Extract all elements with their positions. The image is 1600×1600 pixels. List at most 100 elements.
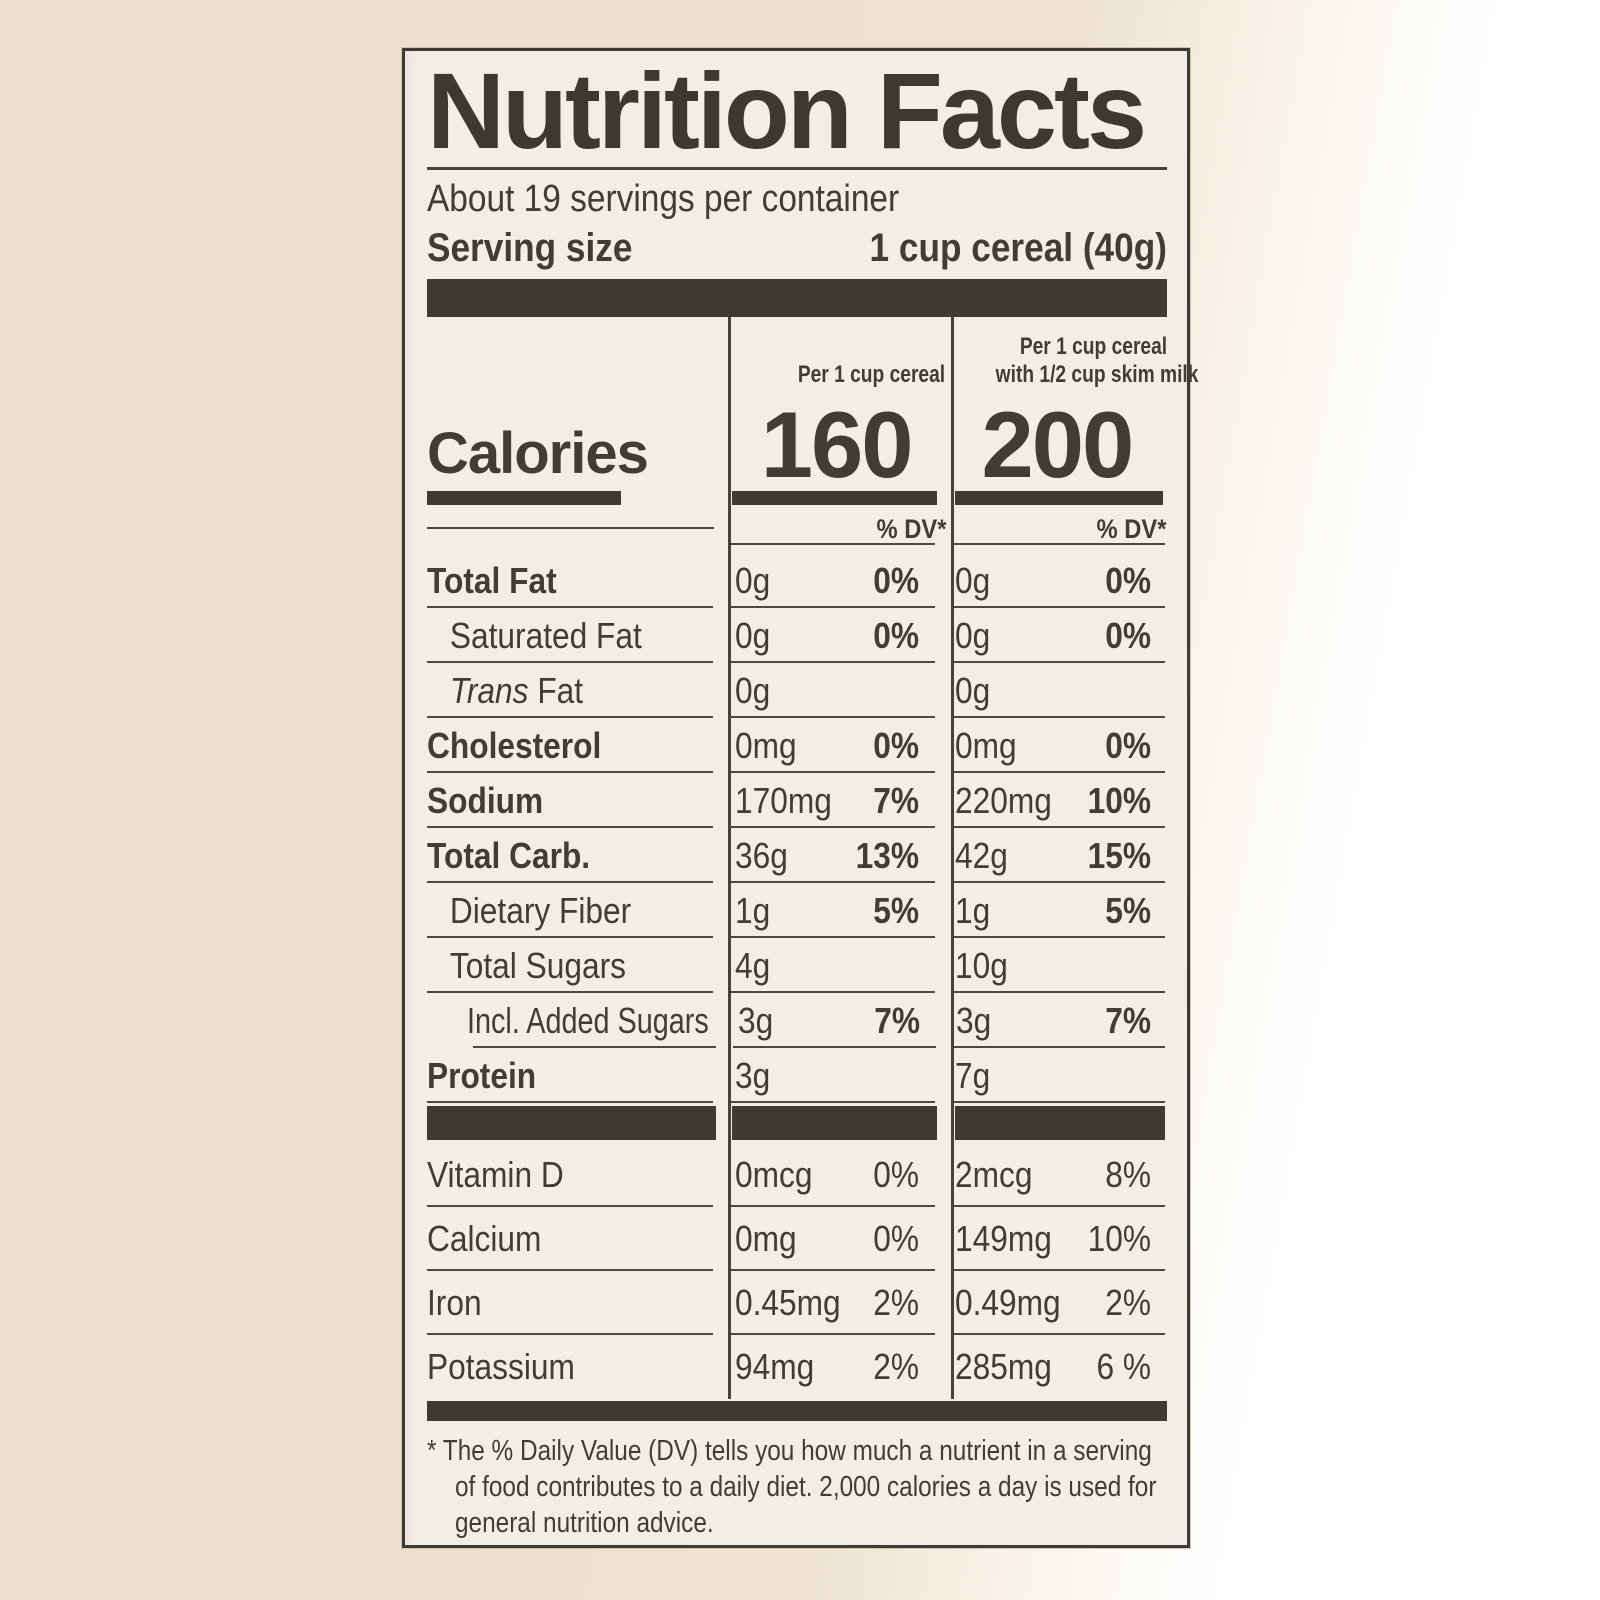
separator-bar-cell — [427, 1106, 726, 1140]
daily-value-percent: 5% — [872, 889, 919, 931]
nutrient-row: Sodium 170mg 7% 220mg 10% — [427, 773, 1167, 828]
amount: 0.45mg — [735, 1282, 842, 1323]
footnote-line: general nutrition advice. — [427, 1505, 1167, 1541]
amount: 0g — [954, 669, 990, 711]
nutrient-value-cell: 7g — [947, 1048, 1167, 1103]
separator-bar — [427, 1106, 716, 1140]
amount: 0mg — [735, 724, 797, 766]
daily-value-percent: 0% — [872, 1154, 919, 1195]
calories-row: Calories 160 200 — [427, 393, 1167, 505]
nutrient-row: Saturated Fat 0g 0% 0g 0% — [427, 608, 1167, 663]
nutrient-value-cell: 0g 0% — [947, 608, 1167, 663]
nutrient-name-cell: Iron — [427, 1271, 725, 1335]
label-title: Nutrition Facts — [427, 50, 1147, 171]
daily-value-percent: 8% — [1105, 1154, 1151, 1195]
daily-value-percent: 6 % — [1096, 1346, 1151, 1387]
calories-value-cereal: 160 — [760, 392, 914, 497]
nutrient-row: Iron 0.45mg 2% 0.49mg 2% — [427, 1271, 1167, 1335]
amount: 1g — [954, 889, 990, 931]
nutrient-row: Total Carb. 36g 13% 42g 15% — [427, 828, 1167, 883]
nutrient-value-cell: 0mcg 0% — [725, 1143, 946, 1207]
daily-value-percent: 0% — [872, 724, 919, 766]
column-header-cereal-text: Per 1 cup cereal — [797, 361, 945, 388]
nutrient-value-cell: 220mg 10% — [947, 773, 1167, 828]
nutrient-name-cell: Total Sugars — [427, 938, 725, 993]
footnote-text: general nutrition advice. — [455, 1507, 714, 1539]
vitamin-rows: Vitamin D 0mcg 0% 2mcg 8% Calcium 0mg 0% 149mg 10… — [427, 1143, 1167, 1399]
amount: 0g — [954, 614, 990, 656]
dv-header-cereal-cell: % DV* — [726, 514, 947, 545]
nutrient-value-cell: 3g 7% — [948, 993, 1167, 1048]
amount: 0g — [954, 559, 990, 601]
calories-underline-bar — [427, 491, 621, 505]
amount: 0g — [735, 669, 771, 711]
nutrient-row: Total Fat 0g 0% 0g 0% — [427, 553, 1167, 608]
footnote-text: * The % Daily Value (DV) tells you how m… — [427, 1435, 1152, 1467]
calories-milk-cell: 200 — [947, 398, 1167, 505]
nutrient-name: Vitamin D — [427, 1154, 564, 1195]
amount: 94mg — [735, 1346, 815, 1387]
nutrient-row: Total Sugars 4g 10g — [427, 938, 1167, 993]
calories-underline-bar — [954, 491, 1163, 505]
nutrient-value-cell: 0g — [947, 663, 1167, 718]
dv-header-cereal: % DV* — [876, 513, 947, 544]
nutrient-value-cell: 10g — [947, 938, 1167, 993]
footnote: * The % Daily Value (DV) tells you how m… — [427, 1421, 1167, 1541]
column-header-cereal: Per 1 cup cereal — [725, 361, 945, 393]
daily-value-percent: 5% — [1105, 889, 1151, 931]
nutrient-value-cell: 0mg 0% — [947, 718, 1167, 773]
nutrient-name-cell: Protein — [427, 1048, 725, 1103]
daily-value-percent: 0% — [1105, 614, 1151, 656]
separator-bar — [954, 1106, 1165, 1140]
daily-value-percent: 7% — [872, 779, 919, 821]
nutrient-value-cell: 42g 15% — [947, 828, 1167, 883]
nutrient-row: Calcium 0mg 0% 149mg 10% — [427, 1207, 1167, 1271]
daily-value-percent: 0% — [872, 614, 919, 656]
column-header-milk-line2: with 1/2 cup skim milk — [995, 361, 1199, 388]
columns-area: Per 1 cup cereal Per 1 cup cereal with 1… — [427, 317, 1199, 1399]
amount: 42g — [954, 834, 1008, 876]
nutrient-name: Saturated Fat — [449, 614, 642, 656]
serving-size-row: Serving size 1 cup cereal (40g) — [427, 222, 1167, 274]
column-headers-row: Per 1 cup cereal Per 1 cup cereal with 1… — [427, 317, 1199, 393]
calories-cereal-cell: 160 — [726, 392, 947, 505]
amount: 0.49mg — [954, 1282, 1061, 1323]
daily-value-percent: 7% — [1105, 999, 1151, 1041]
servings-text: About 19 servings per container — [427, 178, 900, 220]
nutrient-row: Potassium 94mg 2% 285mg 6 % — [427, 1335, 1167, 1399]
amount: 2mcg — [954, 1154, 1033, 1195]
daily-value-percent: 2% — [872, 1282, 919, 1323]
calories-label: Calories — [427, 421, 649, 486]
amount: 149mg — [954, 1218, 1052, 1259]
amount: 170mg — [735, 779, 833, 821]
nutrient-name: Dietary Fiber — [449, 889, 632, 931]
nutrient-row: Vitamin D 0mcg 0% 2mcg 8% — [427, 1143, 1167, 1207]
nutrient-name: Iron — [427, 1282, 482, 1323]
daily-value-percent: 13% — [855, 834, 919, 876]
daily-value-percent: 0% — [1105, 559, 1151, 601]
nutrient-name: Total Sugars — [449, 944, 626, 986]
nutrient-name-cell: Sodium — [427, 773, 725, 828]
nutrient-name-cell: Total Carb. — [427, 828, 725, 883]
nutrient-value-cell: 1g 5% — [725, 883, 946, 938]
nutrient-name: Total Carb. — [427, 834, 591, 876]
nutrient-row: Cholesterol 0mg 0% 0mg 0% — [427, 718, 1167, 773]
nutrient-value-cell: 0g 0% — [725, 608, 946, 663]
daily-value-percent: 7% — [874, 999, 921, 1041]
amount: 0mg — [954, 724, 1017, 766]
nutrient-value-cell: 149mg 10% — [947, 1207, 1167, 1271]
amount: 3g — [956, 999, 992, 1041]
footnote-text: of food contributes to a daily diet. 2,0… — [455, 1471, 1157, 1503]
daily-value-percent: 2% — [1105, 1282, 1151, 1323]
column-divider-line — [728, 317, 731, 1399]
nutrient-name: Cholesterol — [427, 724, 602, 766]
separator-bar-cell — [726, 1106, 947, 1140]
nutrient-value-cell: 94mg 2% — [725, 1335, 946, 1399]
nutrient-name: Calcium — [427, 1218, 542, 1259]
daily-value-percent: 0% — [1105, 724, 1151, 766]
nutrient-value-cell: 0g — [725, 663, 946, 718]
nutrient-value-cell: 0g 0% — [725, 553, 946, 608]
amount: 0g — [735, 614, 771, 656]
nutrient-row: Trans Fat 0g 0g — [427, 663, 1167, 718]
